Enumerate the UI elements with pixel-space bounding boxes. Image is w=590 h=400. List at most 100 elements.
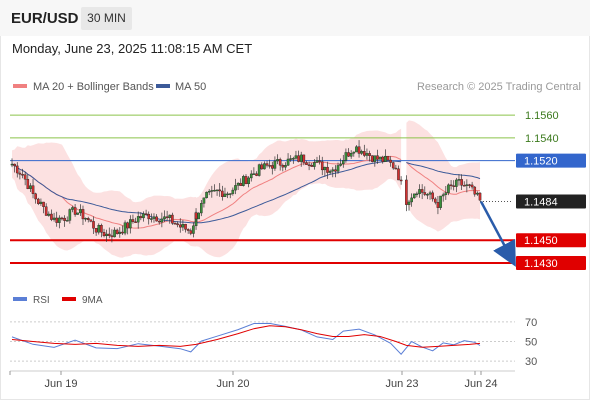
- rsi-ma-legend-swatch: [62, 297, 76, 301]
- candle-body: [86, 218, 90, 220]
- candle-body: [252, 173, 256, 175]
- candle-body: [223, 193, 227, 197]
- candle-body: [55, 217, 58, 223]
- candle-body: [370, 155, 374, 162]
- candle-body: [155, 216, 158, 222]
- candle-body: [21, 174, 24, 176]
- level-label-4: 1.1450: [524, 235, 558, 247]
- candle-body: [460, 179, 463, 186]
- candle-body: [418, 189, 421, 195]
- candle-body: [123, 222, 127, 234]
- candle-body: [144, 213, 148, 215]
- candle-body: [213, 189, 216, 192]
- candle-body: [423, 192, 427, 195]
- x-tick-label: Jun 19: [44, 378, 77, 390]
- candle-body: [373, 155, 377, 162]
- candle-body: [29, 185, 32, 189]
- candle-body: [15, 165, 19, 174]
- candle-body: [302, 154, 306, 163]
- candle-body: [152, 216, 156, 219]
- candle-body: [307, 164, 311, 166]
- candle-body: [184, 224, 187, 230]
- ma50-legend-label: MA 50: [175, 81, 206, 93]
- candle-body: [65, 220, 69, 222]
- candle-body: [452, 185, 456, 187]
- candle-body: [110, 235, 114, 238]
- rsi-legend-label: RSI: [33, 295, 50, 306]
- candle-body: [147, 213, 151, 220]
- candle-body: [268, 165, 271, 167]
- candle-body: [270, 165, 274, 169]
- candle-body: [26, 179, 30, 189]
- candle-body: [71, 207, 74, 210]
- candle-body: [97, 225, 101, 233]
- candle-body: [239, 182, 243, 186]
- candle-body: [384, 155, 387, 162]
- candle-body: [92, 221, 95, 229]
- bollinger-band-fill-0: [12, 142, 196, 258]
- candle-body: [202, 197, 206, 204]
- candle-body: [76, 212, 80, 215]
- candle-body: [328, 170, 332, 173]
- candle-body: [68, 209, 72, 221]
- candle-body: [336, 165, 340, 172]
- candle-body: [352, 151, 356, 154]
- candle-body: [52, 217, 56, 220]
- timeframe-button[interactable]: 30 MIN: [81, 7, 132, 30]
- candle-body: [389, 159, 392, 163]
- candle-body: [462, 185, 466, 187]
- bollinger-band-fill-2: [406, 120, 480, 232]
- candle-body: [323, 166, 327, 171]
- candle-body: [284, 165, 287, 168]
- level-label-2: 1.1520: [524, 156, 558, 168]
- candle-body: [231, 189, 235, 194]
- rsi-tick-label: 50: [525, 336, 537, 348]
- candle-body: [449, 184, 453, 187]
- rsi-tick-label: 30: [525, 356, 537, 368]
- candle-body: [221, 190, 224, 197]
- candle-body: [63, 217, 66, 221]
- candle-body: [186, 229, 190, 231]
- candle-body: [441, 194, 445, 197]
- candle-body: [173, 223, 177, 225]
- candle-body: [176, 223, 179, 226]
- candle-body: [157, 220, 161, 223]
- level-label-3: 1.1484: [524, 197, 558, 209]
- candle-body: [470, 184, 474, 188]
- candle-body: [23, 174, 27, 180]
- x-tick-label: Jun 20: [216, 378, 249, 390]
- candle-body: [260, 164, 264, 170]
- candle-body: [226, 193, 229, 196]
- candle-body: [344, 152, 348, 161]
- candle-body: [439, 195, 442, 208]
- candle-body: [315, 160, 319, 163]
- candle-body: [210, 190, 214, 192]
- candle-body: [294, 155, 298, 159]
- level-tag-2: [516, 153, 586, 168]
- candle-body: [292, 158, 295, 160]
- candle-body: [426, 194, 429, 196]
- candle-body: [39, 201, 43, 204]
- datetime-label: Monday, June 23, 2025 11:08:15 AM CET: [12, 41, 253, 56]
- ma20-legend-label: MA 20 + Bollinger Bands: [33, 81, 154, 93]
- candle-body: [289, 158, 292, 160]
- candle-body: [31, 185, 35, 194]
- candle-body: [228, 193, 232, 195]
- candle-body: [247, 177, 250, 185]
- candle-body: [299, 154, 303, 162]
- candle-body: [79, 209, 82, 214]
- candle-body: [34, 193, 37, 200]
- candle-body: [244, 176, 248, 185]
- candle-body: [420, 189, 424, 193]
- rsi-legend-swatch: [13, 297, 27, 301]
- candle-body: [105, 233, 108, 237]
- candle-body: [265, 163, 269, 166]
- candle-body: [415, 193, 419, 196]
- candle-body: [313, 162, 316, 167]
- candle-body: [181, 224, 185, 228]
- candle-body: [397, 168, 400, 181]
- source-credit: Research © 2025 Trading Central: [417, 81, 581, 93]
- candle-body: [334, 169, 337, 172]
- candle-body: [236, 182, 240, 186]
- candle-body: [84, 218, 87, 220]
